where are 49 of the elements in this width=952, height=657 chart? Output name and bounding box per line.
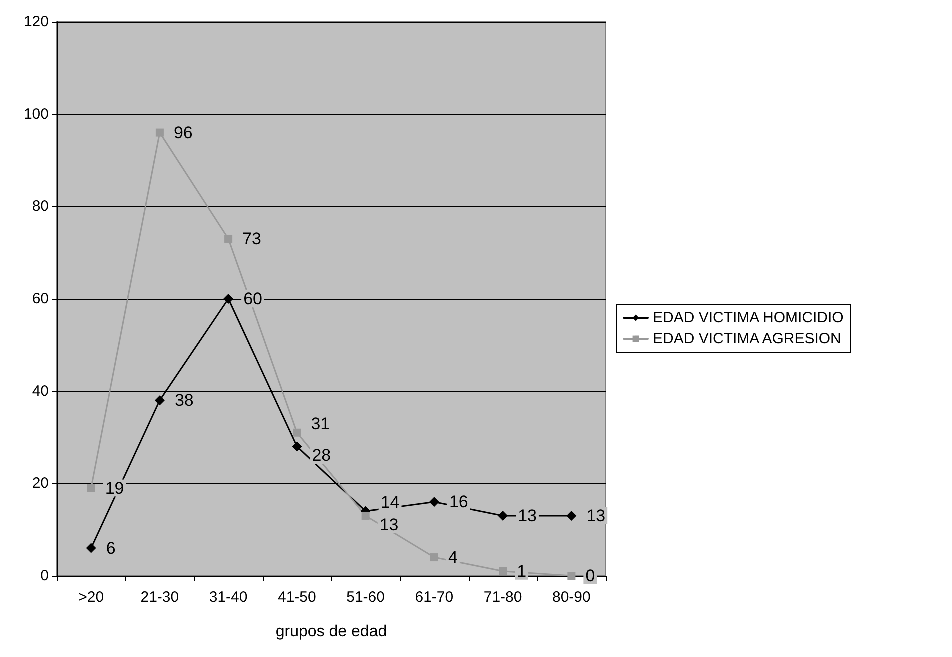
y-tick-label: 120 — [24, 14, 49, 30]
data-label: 4 — [448, 548, 458, 568]
data-label: 96 — [174, 123, 193, 142]
y-tick-label: 60 — [32, 290, 49, 308]
data-label: 60 — [244, 290, 262, 308]
data-label: 13 — [380, 515, 399, 534]
point — [224, 294, 234, 304]
data-label: 13 — [518, 506, 537, 526]
y-tick-label: 100 — [24, 106, 49, 123]
data-label: 14 — [380, 492, 400, 512]
x-tick-label: 41-50 — [278, 589, 316, 606]
x-tick-label: 51-60 — [346, 589, 385, 606]
legend-label: EDAD VICTIMA AGRESION — [653, 330, 842, 348]
data-label: 28 — [312, 446, 332, 466]
point — [292, 442, 302, 452]
point — [498, 510, 508, 521]
y-tick-label: 20 — [32, 475, 49, 492]
y-tick-label: 40 — [32, 382, 49, 400]
data-label: 73 — [242, 229, 262, 248]
x-tick-label: 80-90 — [552, 589, 591, 606]
point — [499, 567, 508, 576]
x-tick-label: 61-70 — [415, 589, 454, 606]
point — [87, 484, 96, 492]
x-tick-label: 71-80 — [484, 589, 522, 606]
y-tick-label: 0 — [40, 568, 49, 584]
data-label: 6 — [106, 538, 116, 558]
data-label: 16 — [449, 492, 468, 512]
data-label: 1 — [517, 562, 527, 581]
legend-label: EDAD VICTIMA HOMICIDIO — [653, 310, 844, 326]
x-tick-label: 21-30 — [140, 589, 180, 606]
data-label: 38 — [174, 391, 194, 410]
x-axis-title: grupos de edad — [276, 624, 388, 640]
point — [154, 396, 165, 406]
point — [86, 543, 96, 554]
data-label: 13 — [586, 506, 606, 526]
x-tick-label: >20 — [78, 589, 104, 606]
point — [429, 497, 440, 508]
data-label: 31 — [311, 414, 330, 434]
point — [224, 234, 233, 243]
point — [568, 572, 576, 580]
point — [362, 512, 370, 520]
x-tick-label: 31-40 — [209, 589, 248, 606]
data-label: 19 — [105, 478, 124, 498]
point — [566, 510, 577, 521]
point — [430, 554, 438, 562]
y-tick-label: 80 — [32, 198, 49, 216]
data-label: 0 — [586, 566, 596, 586]
point — [156, 128, 164, 137]
point — [293, 428, 302, 437]
